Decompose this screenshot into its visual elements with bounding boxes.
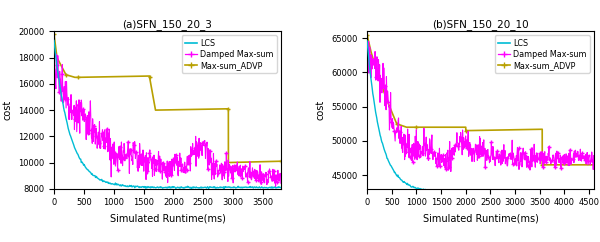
Title: (b)SFN_150_20_10: (b)SFN_150_20_10 xyxy=(432,19,529,30)
X-axis label: Simulated Runtime(ms): Simulated Runtime(ms) xyxy=(422,213,538,223)
Y-axis label: cost: cost xyxy=(2,100,13,120)
Y-axis label: cost: cost xyxy=(316,100,325,120)
Legend: LCS, Damped Max-sum, Max-sum_ADVP: LCS, Damped Max-sum, Max-sum_ADVP xyxy=(182,36,277,73)
Legend: LCS, Damped Max-sum, Max-sum_ADVP: LCS, Damped Max-sum, Max-sum_ADVP xyxy=(495,36,590,73)
Title: (a)SFN_150_20_3: (a)SFN_150_20_3 xyxy=(122,19,212,30)
X-axis label: Simulated Runtime(ms): Simulated Runtime(ms) xyxy=(110,213,226,223)
